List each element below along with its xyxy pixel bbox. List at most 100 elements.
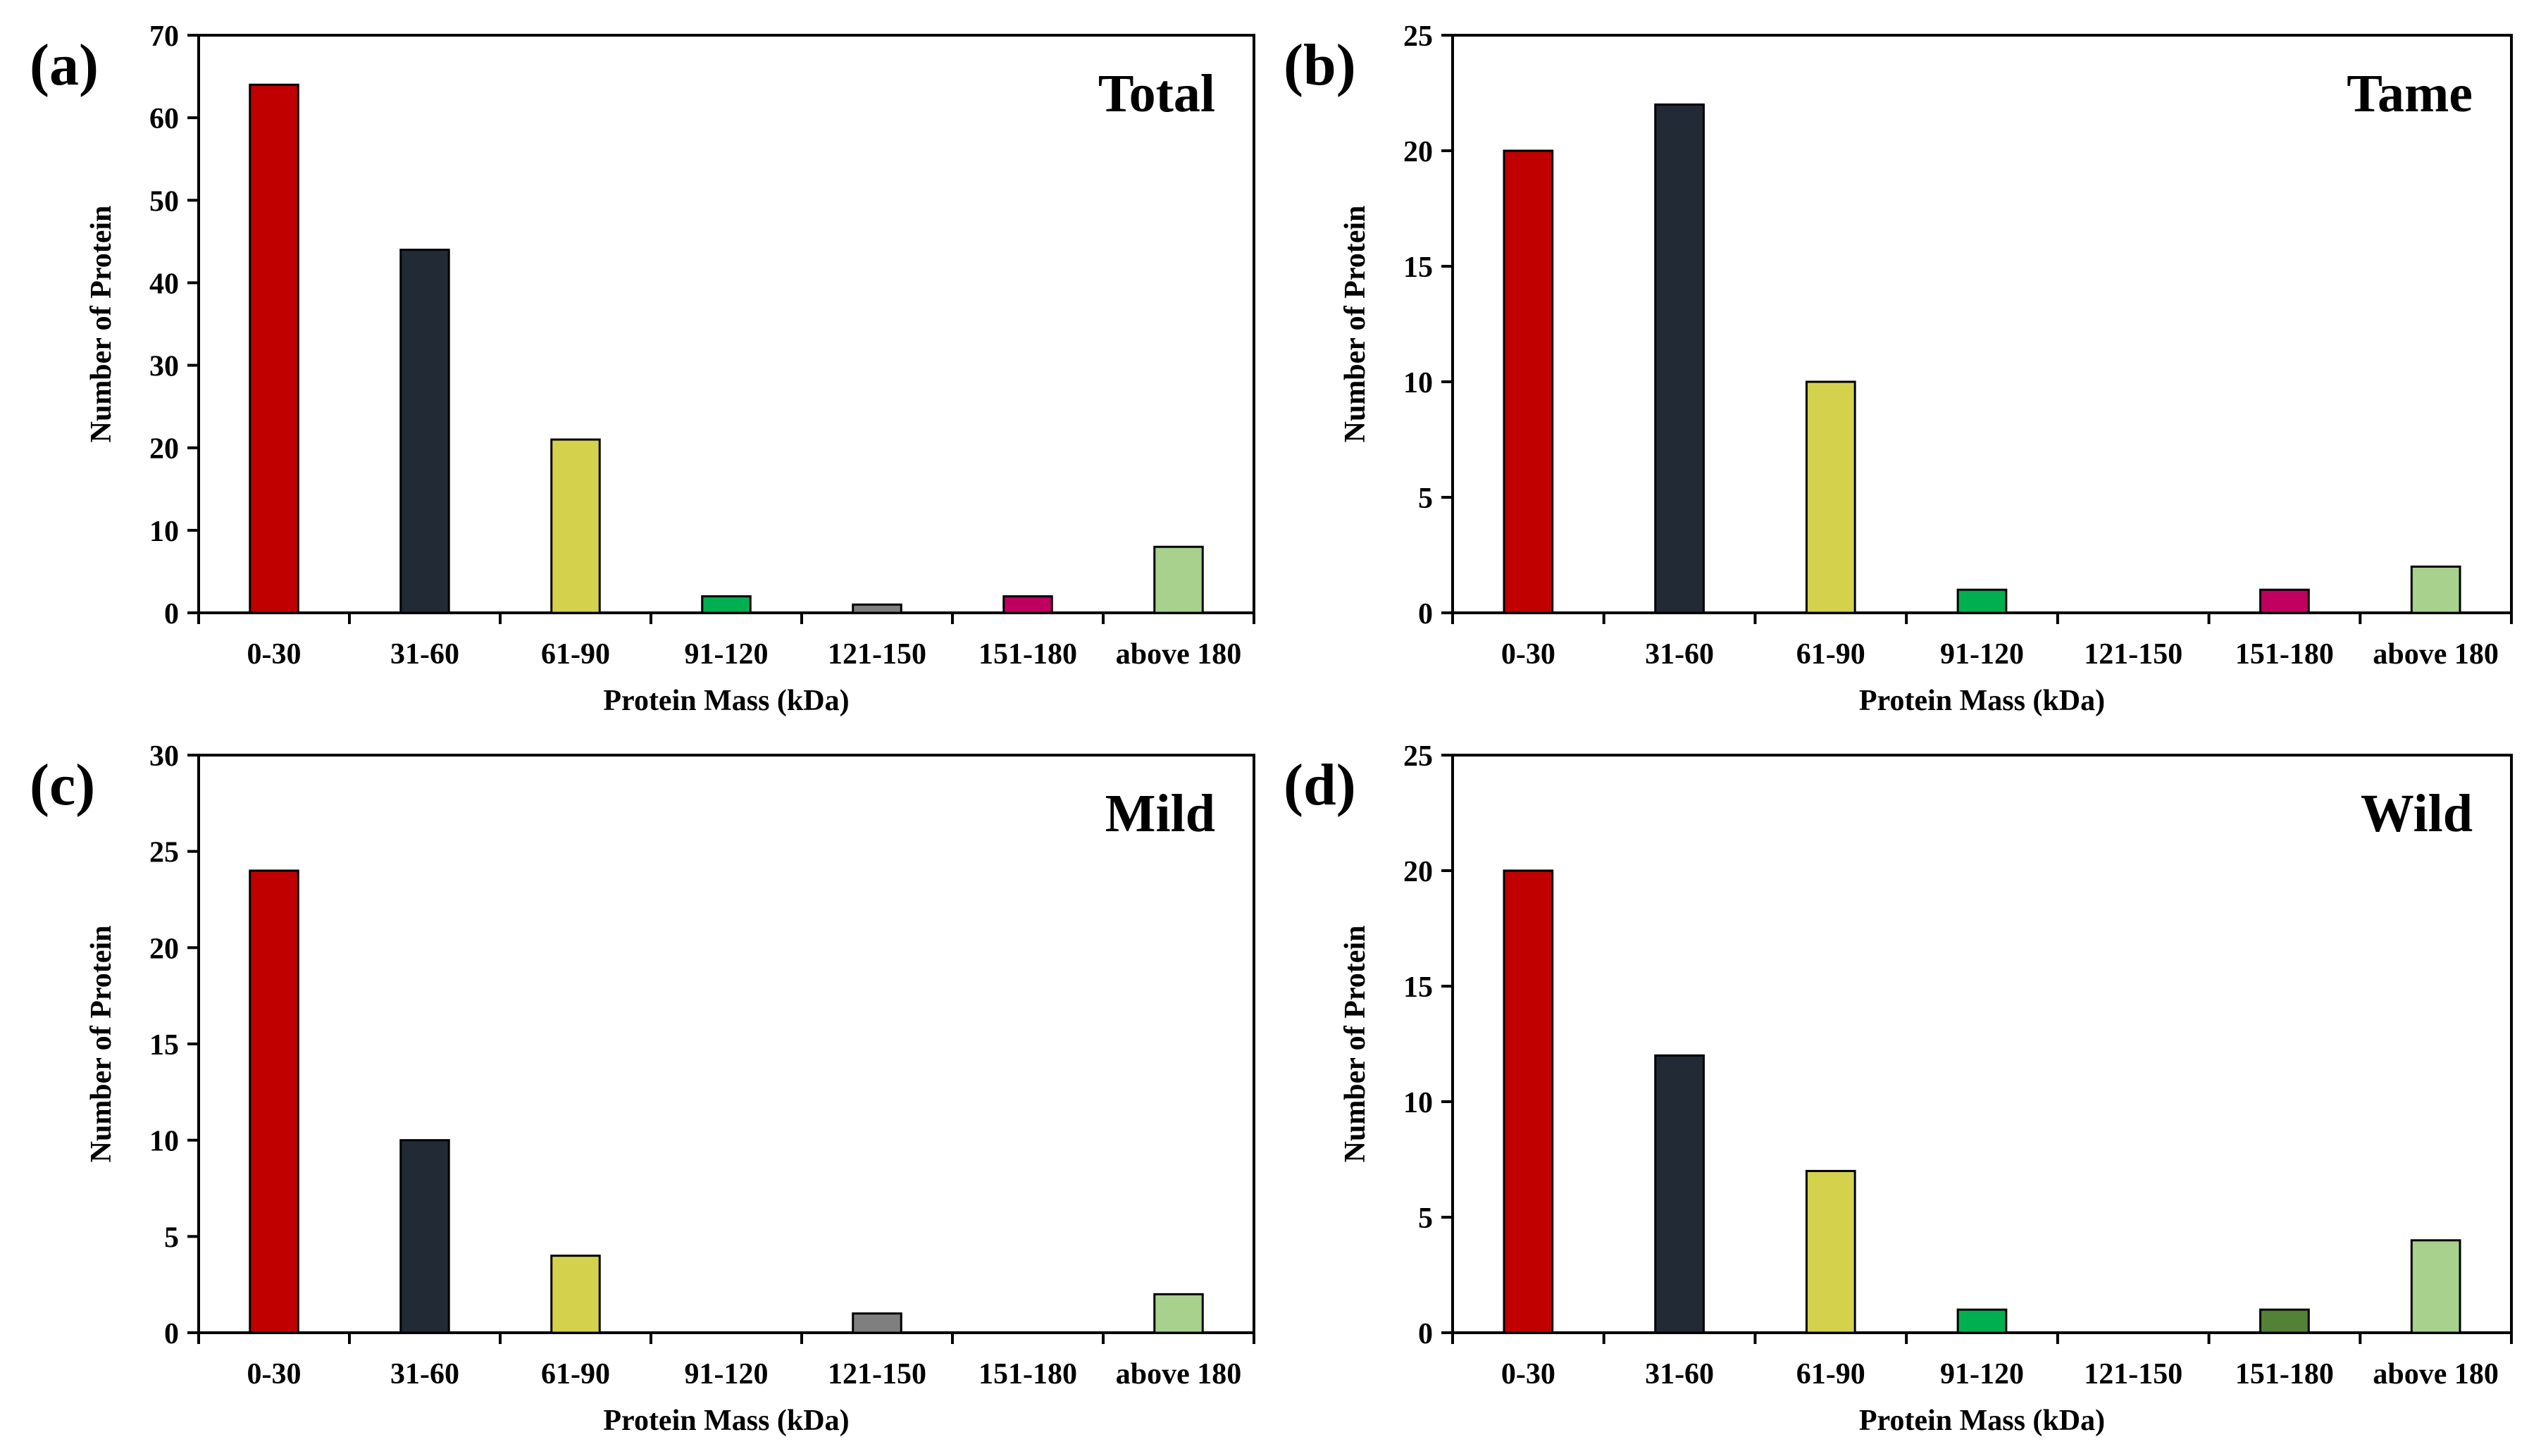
y-tick-label: 15 xyxy=(1403,971,1433,1004)
y-tick-label: 40 xyxy=(149,268,179,300)
bar-91-120 xyxy=(1956,588,2008,614)
bar-31-60 xyxy=(1654,1054,1705,1334)
x-tick-label: above 180 xyxy=(1116,1358,1242,1390)
y-tick-label: 10 xyxy=(149,516,179,548)
x-tick-label: 151-180 xyxy=(978,1358,1077,1390)
bar-above-180 xyxy=(2410,565,2461,614)
y-tick-label: 20 xyxy=(1403,856,1433,888)
bar-121-150 xyxy=(852,603,902,614)
y-tick-label: 25 xyxy=(1403,20,1433,53)
y-tick-label: 30 xyxy=(149,351,179,383)
x-tick-label: 151-180 xyxy=(978,638,1077,671)
x-tick-label: above 180 xyxy=(1116,638,1242,671)
panel-label: (b) xyxy=(1284,32,1356,98)
x-tick-label: 91-120 xyxy=(1940,1358,2024,1390)
y-tick-label: 5 xyxy=(164,1221,179,1254)
bar-61-90 xyxy=(1805,380,1856,614)
bar-31-60 xyxy=(399,1139,450,1334)
y-tick-label: 25 xyxy=(149,837,179,869)
y-tick-label: 15 xyxy=(1403,251,1433,284)
y-tick-label: 70 xyxy=(149,20,179,53)
bar-0-30 xyxy=(249,869,299,1334)
x-axis-title: Protein Mass (kDa) xyxy=(603,685,849,717)
x-axis-title: Protein Mass (kDa) xyxy=(603,1405,849,1437)
plot-frame xyxy=(197,754,1255,1334)
bar-above-180 xyxy=(1153,545,1204,614)
y-tick-label: 5 xyxy=(1418,1202,1433,1235)
panel-label: (a) xyxy=(30,32,99,98)
y-tick-label: 0 xyxy=(1418,598,1433,630)
y-tick-label: 25 xyxy=(1403,740,1433,773)
x-tick-label: 31-60 xyxy=(1645,1358,1714,1390)
chart-panel-a: 0 10 20 30 40 50 60 70 0-30 31-60 61-90 91-120 121-1… xyxy=(30,20,1255,717)
y-tick-label: 10 xyxy=(1403,1087,1433,1119)
y-tick-label: 20 xyxy=(149,433,179,466)
bar-above-180 xyxy=(1153,1293,1204,1334)
x-tick-label: 31-60 xyxy=(1645,638,1714,671)
bar-31-60 xyxy=(1654,103,1705,614)
y-tick-label: 20 xyxy=(149,933,179,965)
y-tick-label: 5 xyxy=(1418,483,1433,515)
x-tick-label: 0-30 xyxy=(1501,638,1555,671)
x-tick-label: 121-150 xyxy=(828,638,926,671)
x-axis-title: Protein Mass (kDa) xyxy=(1859,1405,2105,1437)
y-tick-label: 0 xyxy=(164,598,179,630)
x-tick-label: 121-150 xyxy=(2084,638,2182,671)
y-tick-label: 10 xyxy=(149,1126,179,1158)
y-tick-label: 0 xyxy=(164,1318,179,1350)
x-tick-label: 61-90 xyxy=(1796,638,1865,671)
x-tick-label: 61-90 xyxy=(1796,1358,1865,1390)
x-tick-label: 31-60 xyxy=(390,638,459,671)
plot-frame xyxy=(1451,754,2513,1334)
bar-61-90 xyxy=(550,1255,601,1334)
y-tick-label: 20 xyxy=(1403,136,1433,168)
bar-above-180 xyxy=(2410,1239,2461,1334)
y-tick-label: 0 xyxy=(1418,1318,1433,1350)
bar-151-180 xyxy=(2259,588,2310,614)
panel-title: Mild xyxy=(1105,784,1215,843)
bar-0-30 xyxy=(249,83,299,614)
bar-31-60 xyxy=(399,249,450,614)
bar-0-30 xyxy=(1503,149,1554,614)
panel-title: Tame xyxy=(2347,64,2473,123)
x-tick-label: 61-90 xyxy=(541,638,610,671)
x-tick-label: 151-180 xyxy=(2235,1358,2334,1390)
x-tick-label: above 180 xyxy=(2373,638,2499,671)
chart-panel-d: 0 5 10 15 20 25 0-30 31-60 61-90 91-120 121-150 151… xyxy=(1284,740,2513,1437)
x-tick-label: 91-120 xyxy=(685,638,769,671)
x-tick-label: 91-120 xyxy=(685,1358,769,1390)
bar-0-30 xyxy=(1503,869,1554,1334)
panel-title: Total xyxy=(1098,64,1215,123)
bar-91-120 xyxy=(701,595,752,614)
bar-91-120 xyxy=(1956,1308,2008,1334)
x-tick-label: 0-30 xyxy=(1501,1358,1555,1390)
bar-151-180 xyxy=(1002,595,1053,614)
plot-frame xyxy=(197,34,1255,614)
x-tick-label: 0-30 xyxy=(247,638,302,671)
x-tick-label: 91-120 xyxy=(1940,638,2024,671)
bar-151-180 xyxy=(2259,1308,2310,1334)
y-tick-label: 15 xyxy=(149,1029,179,1062)
bar-61-90 xyxy=(550,438,601,614)
y-axis-title: Number of Protein xyxy=(85,206,118,443)
bar-61-90 xyxy=(1805,1169,1856,1334)
y-axis-title: Number of Protein xyxy=(1339,206,1372,443)
x-tick-label: 151-180 xyxy=(2235,638,2334,671)
chart-panel-b: 0 5 10 15 20 25 0-30 31-60 61-90 91-120 121-150 151… xyxy=(1284,20,2513,717)
x-tick-label: 31-60 xyxy=(390,1358,459,1390)
y-axis-title: Number of Protein xyxy=(1339,926,1372,1163)
x-tick-label: 0-30 xyxy=(247,1358,302,1390)
y-tick-label: 30 xyxy=(149,740,179,773)
x-tick-label: above 180 xyxy=(2373,1358,2499,1390)
chart-panel-c: 0 5 10 15 20 25 30 0-30 31-60 61-90 91-120 121-150 1… xyxy=(30,740,1255,1437)
x-tick-label: 121-150 xyxy=(2084,1358,2182,1390)
y-tick-label: 10 xyxy=(1403,367,1433,399)
y-tick-label: 60 xyxy=(149,103,179,135)
x-tick-label: 61-90 xyxy=(541,1358,610,1390)
y-axis-title: Number of Protein xyxy=(85,926,118,1163)
panel-label: (d) xyxy=(1284,752,1356,818)
panel-title: Wild xyxy=(2361,784,2473,843)
y-tick-label: 50 xyxy=(149,185,179,218)
x-tick-label: 121-150 xyxy=(828,1358,926,1390)
